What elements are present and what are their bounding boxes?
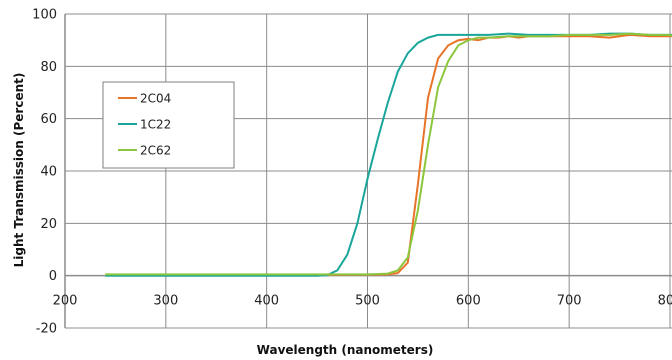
x-tick-label-1: 300 xyxy=(153,294,178,309)
legend-label-2c04: 2C04 xyxy=(140,92,171,106)
y-tick-label-2: 20 xyxy=(40,217,57,232)
y-tick-label-4: 60 xyxy=(40,112,57,127)
x-tick-label-6: 800 xyxy=(658,294,672,309)
x-tick-label-3: 500 xyxy=(355,294,380,309)
y-tick-label-5: 80 xyxy=(40,60,57,75)
x-tick-label-4: 600 xyxy=(456,294,481,309)
x-tick-label-2: 400 xyxy=(254,294,279,309)
y-tick-label-6: 100 xyxy=(32,8,57,23)
y-tick-label-1: 0 xyxy=(49,269,57,284)
x-tick-label-0: 200 xyxy=(53,294,78,309)
legend: 2C04 1C22 2C62 xyxy=(102,81,235,169)
series-lines xyxy=(105,32,672,277)
x-axis-title: Wavelength (nanometers) xyxy=(257,343,434,357)
legend-label-2c62: 2C62 xyxy=(140,144,171,158)
y-tick-label-3: 40 xyxy=(40,165,57,180)
x-tick-label-5: 700 xyxy=(557,294,582,309)
y-tick-label-0: -20 xyxy=(36,322,57,337)
legend-label-1c22: 1C22 xyxy=(140,118,171,132)
series-line-2c62 xyxy=(105,32,672,276)
tick-labels: -20 0 20 40 60 80 100 200 300 400 500 600 700 800 xyxy=(32,8,672,337)
y-axis-title: Light Transmission (Percent) xyxy=(12,73,26,268)
